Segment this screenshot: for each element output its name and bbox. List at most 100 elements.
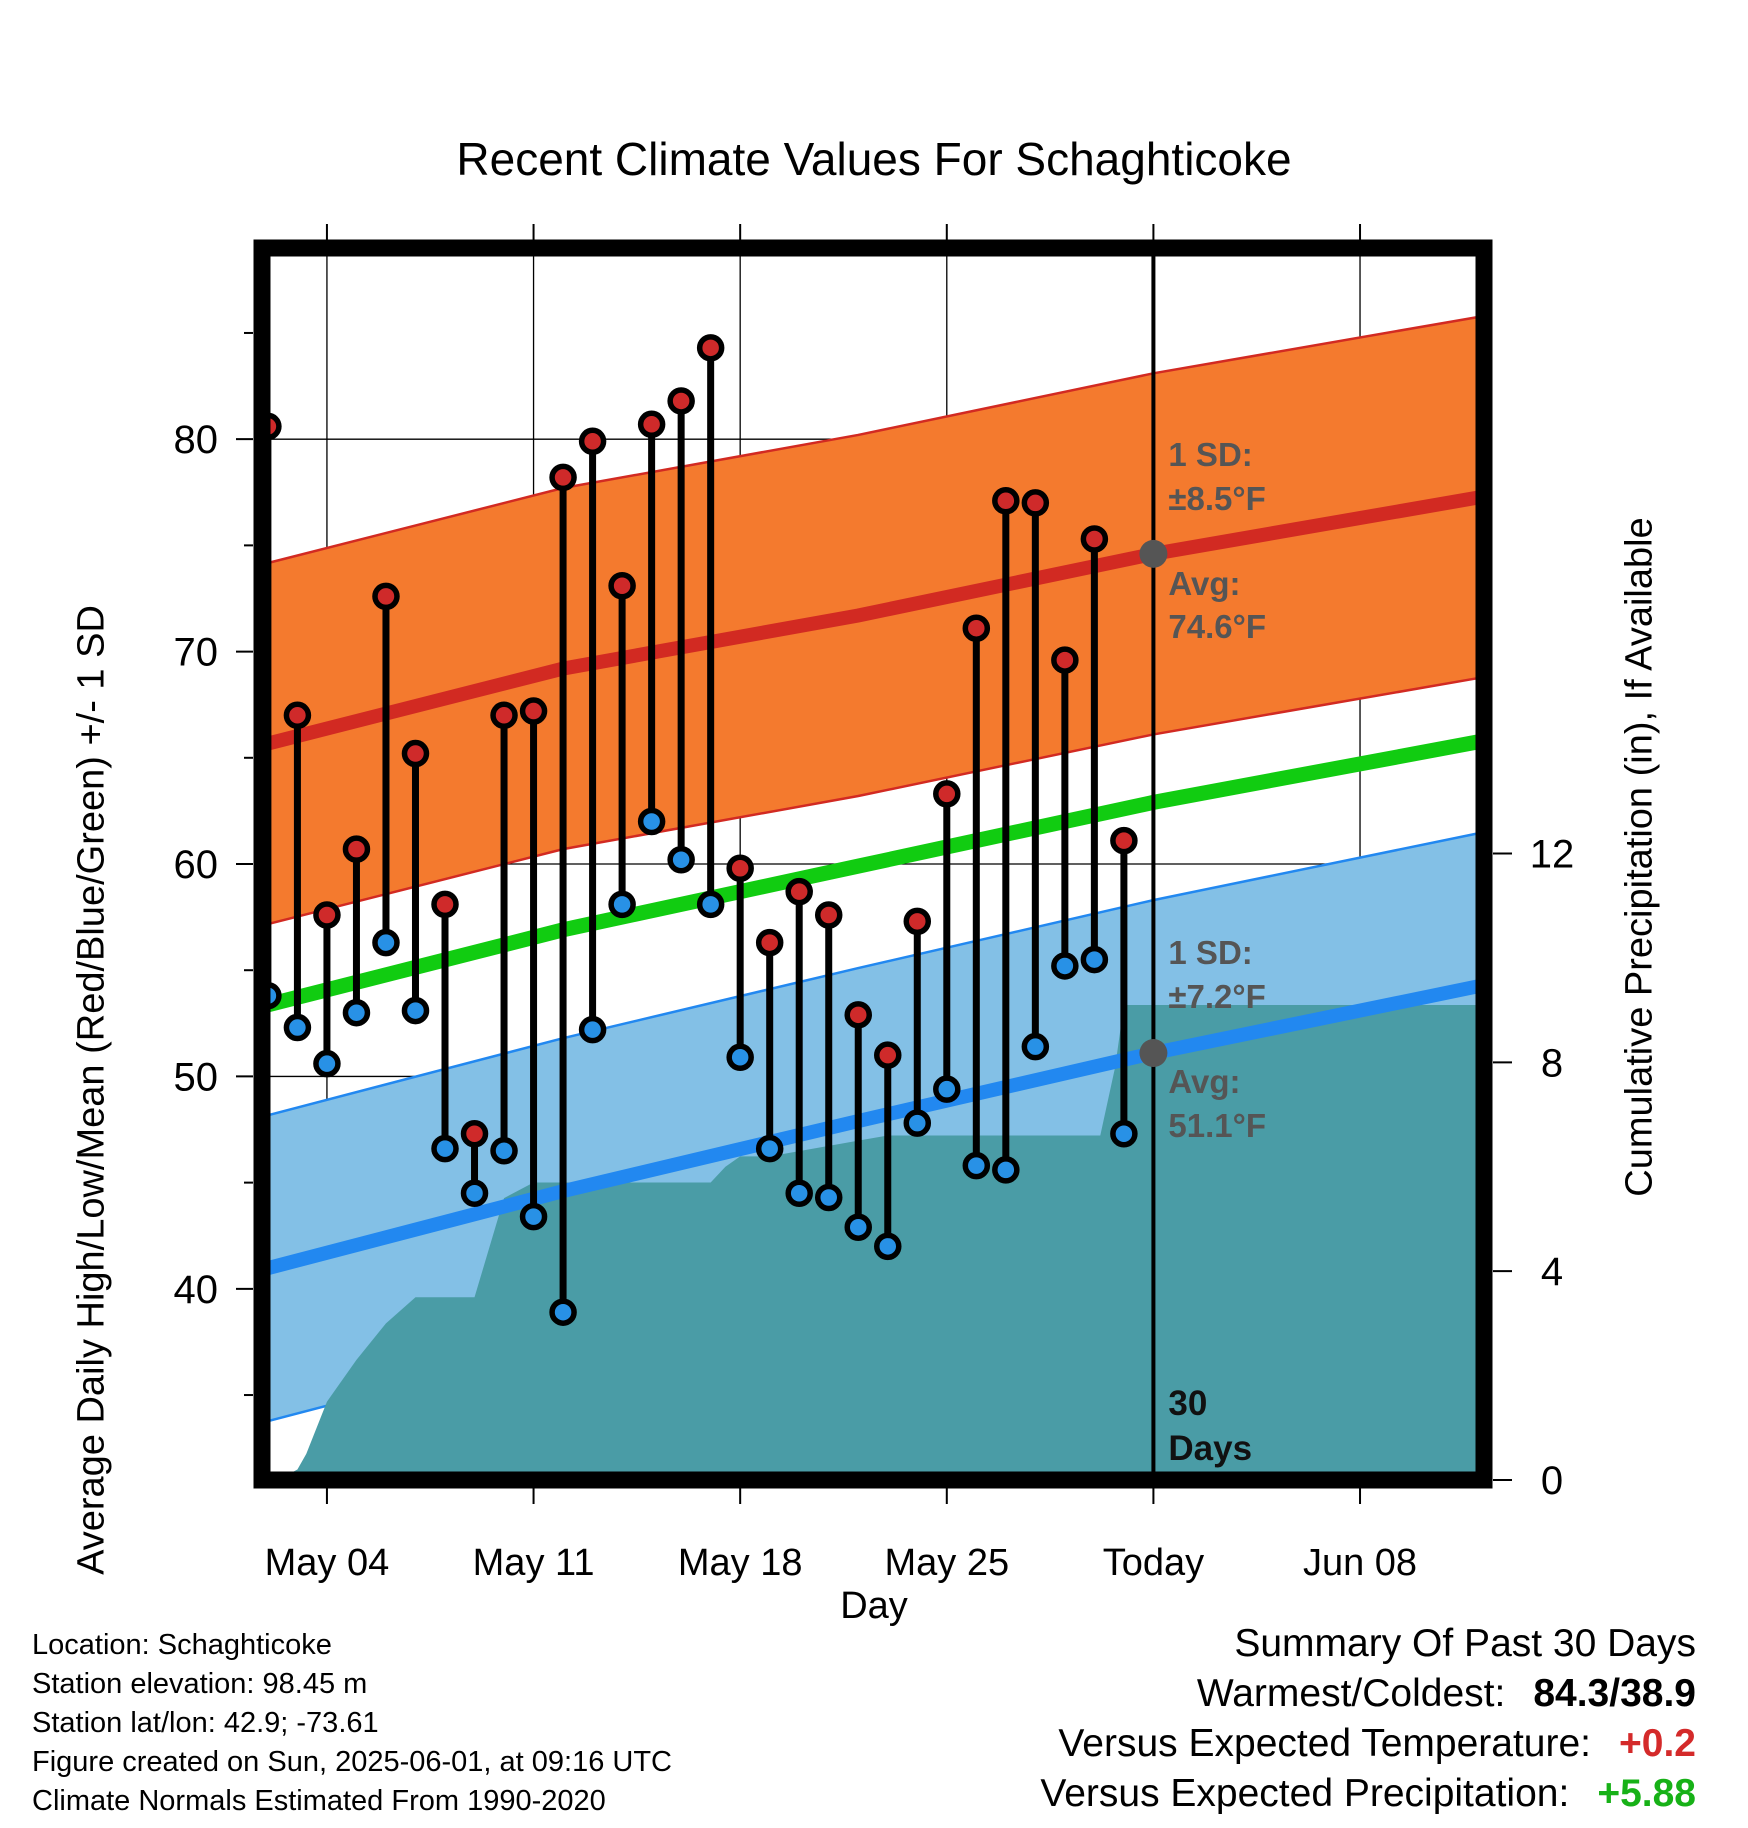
y-tick-label-left: 50 xyxy=(174,1055,219,1099)
daily-high-point xyxy=(460,1120,489,1148)
daily-high-point xyxy=(313,901,341,929)
y-tick-label-right: 12 xyxy=(1530,833,1575,877)
daily-low-point xyxy=(283,1013,312,1042)
daily-high-point xyxy=(578,427,607,456)
annotations: 1 SD: ±8.5°F Avg: 74.6°F 1 SD: ±7.2°F Avg: 51.1… xyxy=(1139,436,1266,1468)
summary-precip-label: Versus Expected Precipitation: xyxy=(1040,1772,1570,1815)
x-tick-label: Today xyxy=(1103,1542,1204,1584)
daily-low-point xyxy=(519,1202,548,1231)
x-tick-label: May 04 xyxy=(265,1542,390,1584)
daily-low-point xyxy=(814,1183,843,1212)
y-tick-label-right: 4 xyxy=(1541,1250,1563,1294)
daily-high-point xyxy=(283,701,312,730)
daily-low-point xyxy=(431,1134,459,1163)
daily-high-point xyxy=(342,835,371,863)
axes: May 04 May 11 May 18 May 25 Today Jun 0840506… xyxy=(174,224,1575,1584)
high-sd-label: 1 SD: xyxy=(1168,436,1252,473)
daily-high-point xyxy=(874,1041,902,1069)
daily-low-point xyxy=(1110,1120,1138,1148)
daily-high-point xyxy=(726,854,754,882)
high-average-line xyxy=(260,489,1486,752)
daily-low-point xyxy=(667,846,695,874)
daily-low-point xyxy=(460,1179,489,1207)
daily-high-point xyxy=(844,1001,872,1029)
low-sd-band-upper-edge xyxy=(261,830,1485,1118)
daily-high-point xyxy=(401,739,430,768)
daily-high-point xyxy=(903,907,932,936)
daily-low-point xyxy=(372,928,400,957)
summary-temp-label: Versus Expected Temperature: xyxy=(1058,1722,1591,1765)
daily-low-point xyxy=(549,1298,577,1326)
high-avg-label: Avg: xyxy=(1168,565,1240,602)
days-count-unit: Days xyxy=(1168,1429,1252,1468)
daily-high-point xyxy=(1080,525,1109,553)
daily-high-point xyxy=(667,387,695,415)
daily-high-point xyxy=(992,487,1020,515)
y-tick-label-left: 60 xyxy=(174,843,219,887)
daily-low-point xyxy=(637,807,666,836)
daily-high-point xyxy=(549,463,577,492)
low-sd-label: 1 SD: xyxy=(1168,934,1252,971)
chart-title: Recent Climate Values For Schaghticoke xyxy=(456,133,1292,185)
daily-high-point xyxy=(372,582,400,611)
footer-location: Location: Schaghticoke xyxy=(32,1629,332,1661)
summary-warmest-row: Warmest/Coldest: 84.3/38.9 xyxy=(1197,1672,1696,1716)
daily-low-point xyxy=(578,1015,607,1044)
footer-elevation: Station elevation: 98.45 m xyxy=(32,1668,368,1700)
footer-latlon: Station lat/lon: 42.9; -73.61 xyxy=(32,1707,379,1739)
low-sd-value: ±7.2°F xyxy=(1168,978,1265,1015)
daily-low-point xyxy=(342,998,371,1027)
x-tick-label: May 11 xyxy=(473,1542,595,1584)
y-axis-label-right: Cumulative Precipitation (in), If Availa… xyxy=(1618,517,1661,1197)
summary-temp-row: Versus Expected Temperature: +0.2 xyxy=(1058,1722,1696,1766)
daily-high-point xyxy=(696,334,725,362)
daily-high-point xyxy=(490,701,518,730)
daily-high-point xyxy=(785,877,813,906)
x-tick-label: May 25 xyxy=(884,1542,1009,1584)
summary-precip-value: +5.88 xyxy=(1597,1772,1696,1815)
today-high-average-marker xyxy=(1139,539,1168,568)
daily-low-point xyxy=(313,1049,341,1078)
high-sd-band-upper-edge xyxy=(261,314,1485,566)
plot-border xyxy=(253,239,1493,1489)
summary-temp-value: +0.2 xyxy=(1619,1722,1696,1765)
daily-low-point xyxy=(696,890,725,919)
daily-low-point xyxy=(490,1137,518,1165)
daily-low-point xyxy=(1080,945,1109,974)
daily-low-point xyxy=(401,996,430,1025)
daily-low-point xyxy=(992,1156,1020,1184)
footer-normals: Climate Normals Estimated From 1990-2020 xyxy=(32,1785,606,1817)
daily-low-point xyxy=(755,1134,784,1163)
y-tick-label-right: 0 xyxy=(1541,1459,1563,1503)
summary-precip-row: Versus Expected Precipitation: +5.88 xyxy=(1040,1772,1696,1816)
summary-warmest-value: 84.3/38.9 xyxy=(1533,1672,1696,1715)
y-axis-label-left: Average Daily High/Low/Mean (Red/Blue/Gr… xyxy=(70,605,113,1575)
daily-low-point xyxy=(874,1232,902,1261)
daily-low-point xyxy=(726,1043,754,1072)
y-tick-label-right: 8 xyxy=(1541,1041,1563,1085)
y-tick-label-left: 40 xyxy=(174,1268,219,1312)
y-tick-label-left: 70 xyxy=(174,631,219,675)
daily-high-point xyxy=(933,780,961,808)
daily-high-point xyxy=(1021,489,1050,517)
high-sd-band xyxy=(262,315,1484,926)
summary-heading: Summary Of Past 30 Days xyxy=(1234,1622,1696,1665)
daily-low-point xyxy=(785,1179,813,1207)
footer-created: Figure created on Sun, 2025-06-01, at 09… xyxy=(32,1746,672,1778)
high-sd-band-lower-edge xyxy=(261,675,1485,927)
x-axis-label: Day xyxy=(840,1585,908,1627)
days-count-label: 30 xyxy=(1168,1384,1207,1423)
low-avg-value: 51.1°F xyxy=(1168,1107,1266,1144)
high-avg-value: 74.6°F xyxy=(1168,608,1266,645)
daily-high-point xyxy=(637,410,666,439)
x-tick-label: May 18 xyxy=(678,1542,803,1584)
daily-high-point xyxy=(755,928,784,957)
mean-average-line xyxy=(260,733,1486,1014)
daily-high-point xyxy=(1110,826,1138,855)
daily-high-point xyxy=(962,614,991,642)
y-tick-label-left: 80 xyxy=(174,418,219,462)
daily-low-point xyxy=(903,1109,932,1137)
plot-frame xyxy=(253,239,1493,1489)
daily-low-point xyxy=(933,1075,961,1103)
daily-high-point xyxy=(608,571,636,600)
